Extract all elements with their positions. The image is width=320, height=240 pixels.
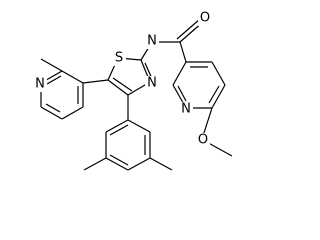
bonds (40, 18, 233, 171)
atom-label: O (200, 11, 210, 26)
molecule-diagram: O N S N N N O (33, 10, 233, 171)
atom-label: N (147, 34, 157, 49)
atom-label: O (198, 133, 208, 148)
atom-label: S (115, 51, 123, 66)
atom-label: N (147, 76, 157, 91)
atom-label: N (181, 102, 191, 117)
atom-label: N (35, 77, 45, 92)
atom-labels: O N S N N N O (33, 11, 212, 148)
